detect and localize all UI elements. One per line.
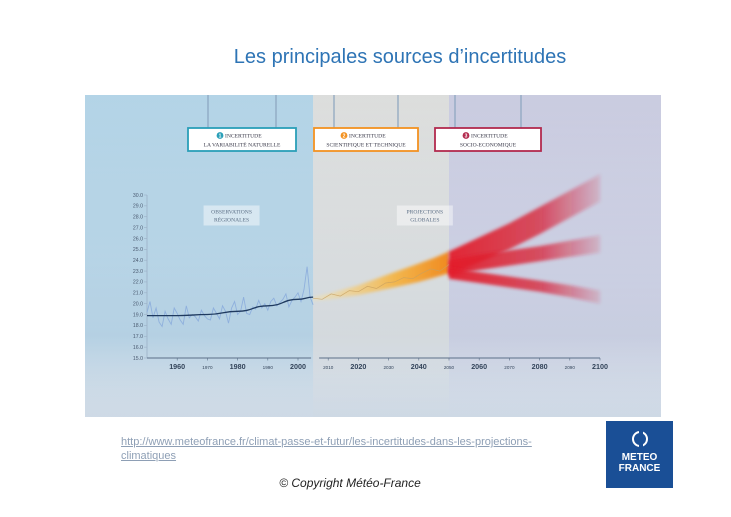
x-tick-label: 1980 (230, 362, 246, 371)
y-tick-label: 15.0 (133, 356, 143, 362)
x-tick-label: 2050 (444, 365, 455, 370)
slide-title: Les principales sources d’incertitudes (233, 46, 567, 68)
y-tick-label: 21.0 (133, 291, 143, 297)
annotation-bg (203, 205, 260, 226)
x-axis: 1960 1970 1980 1990 2000 2010 2020 2030 2040 2050… (147, 357, 608, 371)
y-tick-label: 26.0 (133, 236, 143, 242)
source-link-line-2[interactable]: climatiques (121, 450, 177, 462)
scenario-low-band (449, 267, 600, 304)
annotation-line-1: OBSERVATIONS (211, 209, 252, 215)
y-tick-label: 30.0 (133, 193, 143, 199)
source-link[interactable]: http://www.meteofrance.fr/climat-passe-e… (121, 435, 591, 463)
callout-number: 1 (219, 133, 222, 139)
y-tick-label: 24.0 (133, 258, 143, 264)
plot-series (146, 174, 600, 328)
annotation-line-2: RÉGIONALES (214, 215, 249, 223)
x-tick-label: 2070 (504, 365, 515, 370)
y-tick-label: 29.0 (133, 204, 143, 210)
meteo-france-logo: METEO FRANCE (606, 421, 673, 488)
y-tick-label: 16.0 (133, 345, 143, 351)
x-tick-label: 2100 (592, 362, 608, 371)
y-axis: 15.0 16.0 17.0 18.0 19.0 20.0 21.0 22.0 23.0 24.0… (133, 193, 148, 362)
callout-number: 2 (343, 133, 346, 139)
callout-line-1: INCERTITUDE (349, 134, 386, 140)
annotation-line-2: GLOBALES (410, 217, 439, 223)
x-tick-label: 2020 (350, 362, 366, 371)
x-tick-label: 2000 (290, 362, 306, 371)
callout-number-badge (340, 132, 348, 139)
x-tick-label: 2060 (471, 362, 487, 371)
y-tick-label: 28.0 (133, 215, 143, 221)
x-tick-label: 2080 (532, 362, 548, 371)
y-tick-label: 22.0 (133, 280, 143, 286)
annotation-bg (396, 205, 453, 226)
x-tick-label: 1990 (263, 365, 274, 370)
y-tick-label: 17.0 (133, 334, 143, 340)
logo-text: METEO FRANCE (606, 452, 673, 474)
y-tick-label: 25.0 (133, 247, 143, 253)
callout-line-1: INCERTITUDE (471, 134, 508, 140)
callout-number-badge (216, 132, 224, 139)
model-spread-band (313, 251, 449, 301)
callout-number-badge (462, 132, 470, 139)
callout-box-frame (187, 127, 297, 152)
callout-line-2: LA VARIABILITÉ NATURELLE (204, 141, 281, 149)
source-link-line-1[interactable]: http://www.meteofrance.fr/climat-passe-e… (121, 436, 532, 448)
logo-mark-icon (632, 431, 648, 447)
callout-box-frame (313, 127, 419, 152)
scenario-high-band (449, 174, 600, 275)
callout-line-2: SCIENTIFIQUE ET TECHNIQUE (326, 143, 406, 149)
y-tick-label: 18.0 (133, 323, 143, 329)
x-tick-label: 2090 (565, 365, 576, 370)
callout-box-2: 2 INCERTITUDE SCIENTIFIQUE ET TECHNIQUE (313, 127, 419, 152)
x-tick-label: 2010 (323, 365, 334, 370)
observations-trend-line (147, 296, 314, 317)
logo-line-1: METEO (621, 452, 658, 463)
uncertainty-chart: 1 INCERTITUDE LA VARIABILITÉ NATURELLE 2 INC… (85, 95, 661, 417)
callout-box-frame (434, 127, 542, 152)
x-tick-label: 1960 (169, 362, 185, 371)
annotation-2: PROJECTIONS GLOBALES (396, 205, 453, 226)
callout-lines (207, 95, 522, 128)
x-tick-label: 2040 (411, 362, 427, 371)
x-tick-label: 1970 (202, 365, 213, 370)
annotation-line-1: PROJECTIONS (406, 209, 443, 215)
y-tick-label: 23.0 (133, 269, 143, 275)
logo-line-2: FRANCE (618, 463, 661, 474)
callout-box-3: 3 INCERTITUDE SOCIO-ECONOMIQUE (434, 127, 542, 152)
callout-line-2: SOCIO-ECONOMIQUE (460, 143, 517, 149)
callout-line-1: INCERTITUDE (225, 134, 262, 140)
y-tick-label: 27.0 (133, 225, 143, 231)
y-tick-label: 20.0 (133, 301, 143, 307)
callout-number: 3 (465, 133, 468, 139)
y-tick-label: 19.0 (133, 312, 143, 318)
observations-line (146, 266, 314, 328)
scenario-medium-band (449, 235, 600, 276)
projection-simulation-line (313, 264, 450, 300)
copyright-notice: © Copyright Météo-France (279, 476, 421, 490)
x-tick-label: 2030 (383, 365, 394, 370)
